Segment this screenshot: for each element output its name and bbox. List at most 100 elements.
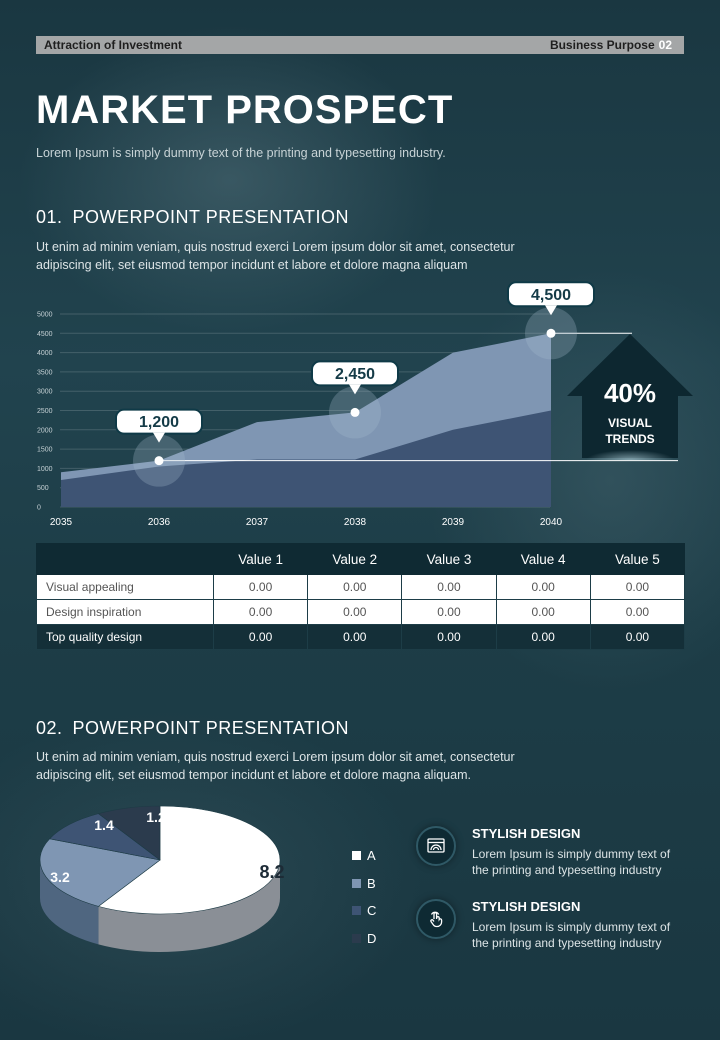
area-series-2 [61,410,551,507]
legend-swatch [352,878,361,888]
section1-heading: POWERPOINT PRESENTATION [72,207,350,227]
table-cell: 0.00 [212,599,309,625]
legend-label: D [367,930,377,946]
legend-label: A [367,848,376,864]
legend-swatch [352,933,361,943]
feature-desc-line2: the printing and typesetting industry [472,863,662,877]
row-label: Design inspiration [36,599,214,625]
pie-slice-a [97,805,281,915]
y-tick-label: 3500 [37,369,53,376]
pie-slice-side [40,860,99,945]
table-header-cell: Value 4 [495,543,591,575]
table-cell: 0.00 [307,599,403,625]
table-row: Visual appealing 0.00 0.00 0.00 0.00 0.0… [36,574,686,600]
feature-title: STYLISH DESIGN [472,899,581,914]
x-tick-label: 2037 [246,517,269,528]
table-header-row: Value 1 Value 2 Value 3 Value 4 Value 5 [36,543,686,575]
table-header-cell: Value 5 [589,543,686,575]
data-point [350,407,360,417]
trend-percent: 40% [603,378,657,408]
row-label: Top quality design [36,624,214,650]
table-header-cell: Value 2 [307,543,403,575]
x-tick-label: 2036 [148,517,171,528]
table-cell: 0.00 [401,599,497,625]
trend-label-line1: VISUAL [607,416,652,430]
table-cell: 0.00 [307,624,403,650]
feature-title: STYLISH DESIGN [472,826,581,841]
callout-pointer [153,432,165,443]
values-table: Value 1 Value 2 Value 3 Value 4 Value 5 … [36,543,686,650]
y-tick-label: 500 [37,485,49,492]
callout-label: 2,450 [335,366,375,383]
touch-hand-icon [416,899,456,939]
feature-description: Lorem Ipsum is simply dummy text of the … [472,846,692,878]
pie-legend: A B C D [352,842,376,952]
feature-item: STYLISH DESIGN Lorem Ipsum is simply dum… [416,899,696,959]
table-header-cell: Value 1 [212,543,309,575]
pie-chart: 8.2 3.2 1.4 1.2 [39,805,285,952]
trend-box: 40% VISUAL TRENDS [582,378,678,447]
trend-label-line2: TRENDS [605,432,655,446]
feature-desc-line2: the printing and typesetting industry [472,936,662,950]
trend-arrow [567,334,693,460]
header-right-text: Business Purpose [549,38,655,52]
section1-desc-line1: Ut enim ad minim veniam, quis nostrud ex… [36,240,515,254]
table-cell: 0.00 [401,624,497,650]
table-row: Top quality design 0.00 0.00 0.00 0.00 0… [36,624,686,650]
feature-desc-line1: Lorem Ipsum is simply dummy text of [472,847,671,861]
callout-bubble: 2,450 [311,360,399,395]
table-cell: 0.00 [589,624,686,650]
table-cell: 0.00 [212,574,309,600]
browser-window-icon [416,826,456,866]
feature-desc-line1: Lorem Ipsum is simply dummy text of [472,920,671,934]
table-cell: 0.00 [212,624,309,650]
section2-heading: POWERPOINT PRESENTATION [72,718,350,738]
legend-item-a: A [352,842,376,870]
legend-label: B [367,875,376,891]
legend-swatch [352,906,361,916]
section2-number: 02. [36,718,63,738]
callout-bubble: 1,200 [115,408,203,443]
pie-slice-side [98,860,280,952]
legend-item-d: D [352,925,376,953]
data-point [546,328,556,338]
feature-item: STYLISH DESIGN Lorem Ipsum is simply dum… [416,826,696,886]
pie-data-label: 1.2 [146,809,166,825]
table-header-cell: Value 3 [401,543,497,575]
y-tick-label: 5000 [37,312,53,319]
section1-title: 01. POWERPOINT PRESENTATION [36,207,349,228]
section1-number: 01. [36,207,63,227]
callout-bubble: 4,500 [507,281,595,316]
y-tick-label: 2500 [37,408,53,415]
x-tick-label: 2040 [540,517,563,528]
x-tick-label: 2039 [442,517,465,528]
section2-description: Ut enim ad minim veniam, quis nostrud ex… [36,748,596,784]
y-tick-label: 3000 [37,389,53,396]
header-bar: Attraction of Investment Business Purpos… [36,36,684,54]
header-left-text: Attraction of Investment [44,38,183,52]
x-tick-label: 2038 [344,517,367,528]
pie-data-label: 8.2 [259,862,284,882]
section1-description: Ut enim ad minim veniam, quis nostrud ex… [36,238,596,274]
section2-desc-line2: adipiscing elit, set eiusmod tempor inci… [36,768,471,782]
pie-slice-c [49,813,161,861]
table-row: Design inspiration 0.00 0.00 0.00 0.00 0… [36,599,686,625]
legend-item-b: B [352,870,376,898]
table-cell: 0.00 [495,624,591,650]
section1-desc-line2: adipiscing elit, set eiusmod tempor inci… [36,258,468,272]
y-tick-label: 4500 [37,331,53,338]
callout-label: 4,500 [531,287,571,304]
page-number: 02 [658,38,672,52]
table-cell: 0.00 [495,599,591,625]
pie-data-label: 1.4 [94,817,114,833]
data-point [154,456,164,466]
y-tick-label: 1000 [37,466,53,473]
table-cell: 0.00 [495,574,591,600]
callout-pointer [545,305,557,316]
pie-data-label: 3.2 [50,869,70,885]
y-tick-label: 1500 [37,447,53,454]
table-cell: 0.00 [589,574,686,600]
callout-label: 1,200 [139,414,179,431]
y-tick-label: 2000 [37,427,53,434]
page-subtitle: Lorem Ipsum is simply dummy text of the … [36,146,446,160]
